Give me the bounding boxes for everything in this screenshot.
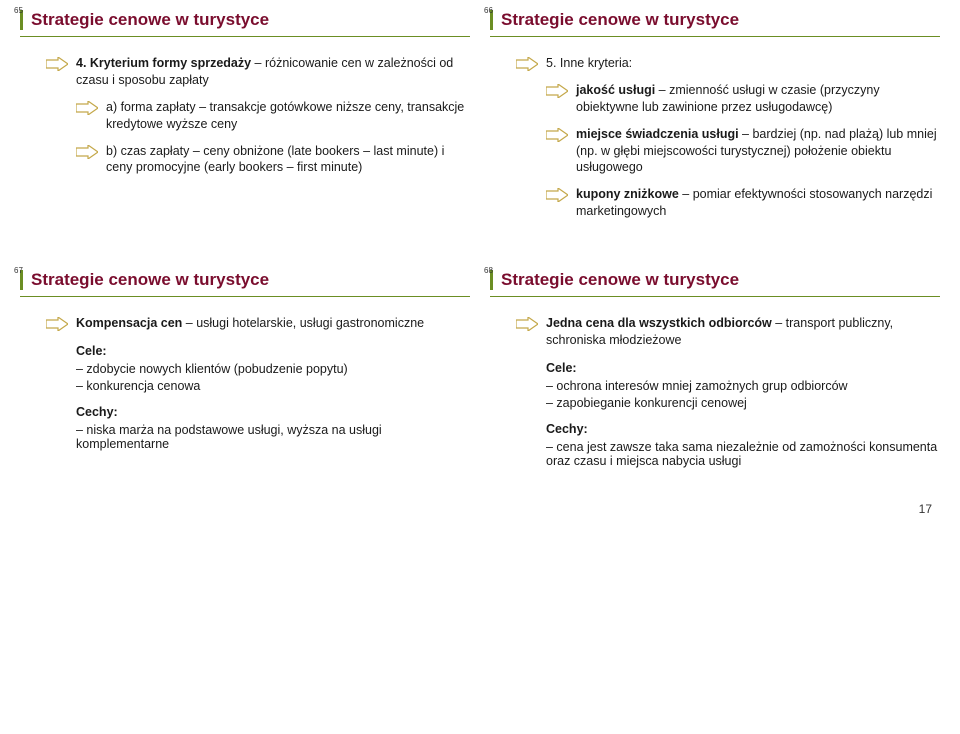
- bullet-lead: miejsce świadczenia usługi: [576, 127, 739, 141]
- bullet-text: miejsce świadczenia usługi – bardziej (n…: [576, 126, 940, 177]
- arrow-icon: [516, 317, 538, 331]
- cele-header: Cele:: [546, 361, 940, 375]
- cechy-block: Cechy: – cena jest zawsze taka sama niez…: [546, 422, 940, 468]
- bullet-text: kupony zniżkowe – pomiar efektywności st…: [576, 186, 940, 220]
- slide-66: 66 Strategie cenowe w turystyce 5. Inne …: [490, 10, 940, 230]
- bullet-item: Jedna cena dla wszystkich odbiorców – tr…: [516, 315, 940, 349]
- bullet-text: jakość usługi – zmienność usługi w czasi…: [576, 82, 940, 116]
- title-underline: [490, 296, 940, 297]
- slide-68: 68 Strategie cenowe w turystyce Jedna ce…: [490, 270, 940, 476]
- bullet-lead: Kompensacja cen: [76, 316, 182, 330]
- cechy-line: – cena jest zawsze taka sama niezależnie…: [546, 440, 940, 468]
- cele-line: – konkurencja cenowa: [76, 379, 470, 393]
- slide-67: 67 Strategie cenowe w turystyce Kompensa…: [20, 270, 470, 476]
- title-underline: [20, 296, 470, 297]
- title-row: Strategie cenowe w turystyce: [490, 10, 940, 30]
- bullet-item: a) forma zapłaty – transakcje gotówkowe …: [76, 99, 470, 133]
- cele-header: Cele:: [76, 344, 470, 358]
- slide-65: 65 Strategie cenowe w turystyce 4. Kryte…: [20, 10, 470, 230]
- bullet-rest: – usługi hotelarskie, usługi gastronomic…: [182, 316, 424, 330]
- slide-title: Strategie cenowe w turystyce: [501, 10, 739, 30]
- bullet-text: 5. Inne kryteria:: [546, 55, 632, 72]
- bullet-text: 4. Kryterium formy sprzedaży – różnicowa…: [76, 55, 470, 89]
- title-row: Strategie cenowe w turystyce: [490, 270, 940, 290]
- page-number: 17: [0, 496, 960, 526]
- bullet-text: Kompensacja cen – usługi hotelarskie, us…: [76, 315, 424, 332]
- title-underline: [20, 36, 470, 37]
- cele-line: – ochrona interesów mniej zamożnych grup…: [546, 379, 940, 393]
- bullet-text: Jedna cena dla wszystkich odbiorców – tr…: [546, 315, 940, 349]
- bullet-item: miejsce świadczenia usługi – bardziej (n…: [546, 126, 940, 177]
- arrow-icon: [46, 317, 68, 331]
- arrow-icon: [76, 101, 98, 115]
- arrow-icon: [76, 145, 98, 159]
- bullet-item: 5. Inne kryteria:: [516, 55, 940, 72]
- slide-title: Strategie cenowe w turystyce: [501, 270, 739, 290]
- bullet-lead: kupony zniżkowe: [576, 187, 679, 201]
- bullet-item: Kompensacja cen – usługi hotelarskie, us…: [46, 315, 470, 332]
- arrow-icon: [546, 84, 568, 98]
- bullet-item: jakość usługi – zmienność usługi w czasi…: [546, 82, 940, 116]
- slide-number: 67: [14, 266, 23, 275]
- bullet-lead: jakość usługi: [576, 83, 655, 97]
- arrow-icon: [46, 57, 68, 71]
- slide-grid: 65 Strategie cenowe w turystyce 4. Kryte…: [0, 0, 960, 496]
- bullet-item: kupony zniżkowe – pomiar efektywności st…: [546, 186, 940, 220]
- bullet-item: 4. Kryterium formy sprzedaży – różnicowa…: [46, 55, 470, 89]
- slide-title: Strategie cenowe w turystyce: [31, 270, 269, 290]
- slide-number: 68: [484, 266, 493, 275]
- slide-title: Strategie cenowe w turystyce: [31, 10, 269, 30]
- arrow-icon: [546, 128, 568, 142]
- bullet-text: b) czas zapłaty – ceny obniżone (late bo…: [106, 143, 470, 177]
- cechy-header: Cechy:: [76, 405, 470, 419]
- cele-block: Cele: – zdobycie nowych klientów (pobudz…: [76, 344, 470, 393]
- bullet-lead: Jedna cena dla wszystkich odbiorców: [546, 316, 772, 330]
- slide-number: 65: [14, 6, 23, 15]
- cechy-header: Cechy:: [546, 422, 940, 436]
- title-underline: [490, 36, 940, 37]
- arrow-icon: [516, 57, 538, 71]
- bullet-item: b) czas zapłaty – ceny obniżone (late bo…: [76, 143, 470, 177]
- cele-line: – zapobieganie konkurencji cenowej: [546, 396, 940, 410]
- title-row: Strategie cenowe w turystyce: [20, 270, 470, 290]
- cele-line: – zdobycie nowych klientów (pobudzenie p…: [76, 362, 470, 376]
- slide-number: 66: [484, 6, 493, 15]
- cechy-block: Cechy: – niska marża na podstawowe usług…: [76, 405, 470, 451]
- title-row: Strategie cenowe w turystyce: [20, 10, 470, 30]
- bullet-lead: 4. Kryterium formy sprzedaży: [76, 56, 251, 70]
- arrow-icon: [546, 188, 568, 202]
- bullet-text: a) forma zapłaty – transakcje gotówkowe …: [106, 99, 470, 133]
- cechy-line: – niska marża na podstawowe usługi, wyżs…: [76, 423, 470, 451]
- cele-block: Cele: – ochrona interesów mniej zamożnyc…: [546, 361, 940, 410]
